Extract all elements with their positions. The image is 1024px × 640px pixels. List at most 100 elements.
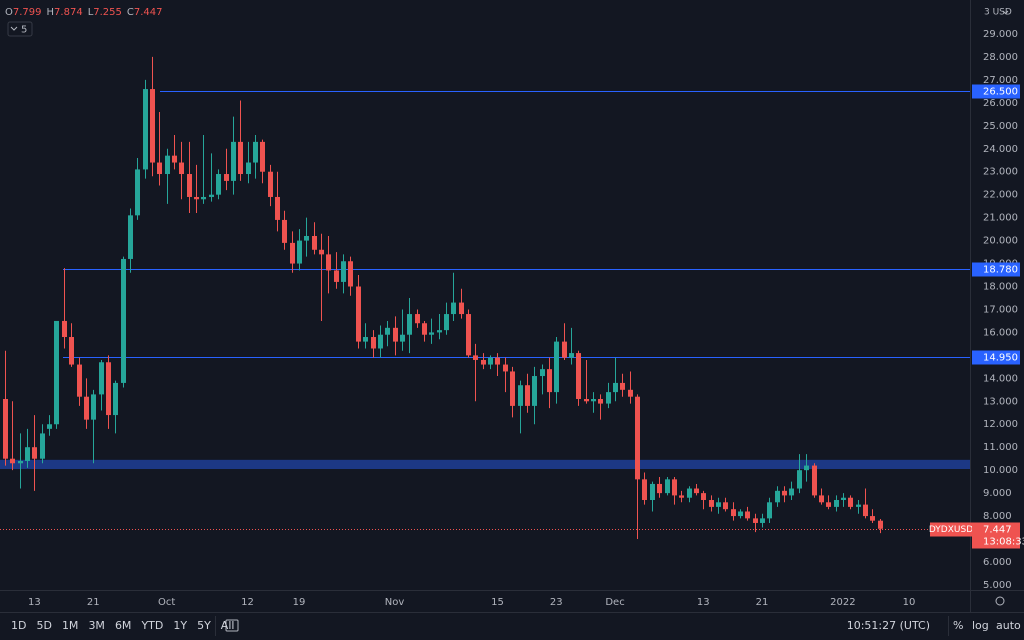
ohlc-value: 7.447	[134, 7, 163, 18]
candle-body	[518, 385, 523, 406]
x-tick-label: Oct	[158, 597, 175, 608]
x-tick-label: 21	[756, 597, 769, 608]
indicator-count[interactable]: 5	[21, 25, 27, 36]
candle-body	[642, 479, 647, 501]
timeframe-button[interactable]: 1M	[62, 619, 79, 632]
candle-body	[121, 258, 126, 383]
timeframe-button[interactable]: 5Y	[197, 619, 211, 632]
candle-body	[679, 495, 684, 498]
ohlc-key: L	[88, 7, 94, 18]
candle-body	[143, 89, 148, 170]
level-price-box	[972, 350, 1020, 365]
candle-body	[547, 369, 552, 393]
currency-selector[interactable]: 3 USD	[984, 8, 1012, 18]
scale-button[interactable]: %	[953, 619, 963, 632]
candle-body	[187, 174, 192, 197]
candle-body	[606, 392, 611, 404]
candle-body	[429, 332, 434, 335]
candle-body	[444, 314, 449, 331]
x-tick-label: 2022	[830, 597, 855, 608]
candle-body	[789, 488, 794, 496]
candle-body	[525, 385, 530, 406]
candle-body	[598, 398, 603, 404]
candle-body	[576, 353, 581, 399]
candle-body	[767, 502, 772, 519]
candle-body	[826, 502, 831, 507]
last-price-label: 7.447	[983, 525, 1012, 536]
candle-body	[246, 162, 251, 175]
candle-body	[304, 236, 309, 241]
scale-button[interactable]: auto	[996, 619, 1021, 632]
y-tick-label: 17.000	[983, 304, 1018, 315]
date-range-icon[interactable]	[225, 619, 239, 632]
candle-body	[385, 327, 390, 335]
x-tick-label: Dec	[605, 597, 624, 608]
candle-body	[672, 479, 677, 496]
timeframe-button[interactable]: All	[221, 619, 235, 632]
candle-body	[745, 511, 750, 519]
candle-body	[451, 302, 456, 315]
timeframe-button[interactable]: 1D	[11, 619, 26, 632]
candle-body	[701, 493, 706, 501]
candle-body	[231, 141, 236, 181]
candle-body	[878, 520, 883, 529]
clock: 10:51:27 (UTC)	[847, 619, 930, 632]
timeframe-button[interactable]: YTD	[140, 619, 163, 632]
x-tick-label: 13	[28, 597, 41, 608]
candle-body	[620, 382, 625, 390]
candle-body	[290, 242, 295, 264]
candle-body	[687, 488, 692, 498]
candle-body	[437, 330, 442, 333]
timeframe-button[interactable]: 3M	[88, 619, 105, 632]
candle-body	[216, 174, 221, 195]
candle-body	[709, 500, 714, 507]
candle-body	[113, 382, 118, 416]
candle-body	[312, 236, 317, 250]
x-tick-label: 21	[87, 597, 100, 608]
y-tick-label: 11.000	[983, 442, 1018, 453]
candle-body	[150, 89, 155, 163]
y-tick-label: 18.000	[983, 282, 1018, 293]
candle-body	[91, 394, 96, 420]
indicator-toggle[interactable]	[7, 21, 33, 37]
y-tick-label: 14.000	[983, 373, 1018, 384]
x-tick-label: 10	[903, 597, 916, 608]
support-zone	[0, 459, 970, 470]
x-tick-label: 15	[491, 597, 504, 608]
candle-body	[157, 162, 162, 175]
candle-body	[812, 465, 817, 496]
candle-body	[341, 261, 346, 282]
y-tick-label: 13.000	[983, 396, 1018, 407]
candle-body	[863, 504, 868, 517]
candle-body	[782, 490, 787, 496]
candle-body	[135, 169, 140, 216]
candle-body	[99, 362, 104, 395]
level-price-label: 14.950	[983, 353, 1018, 364]
candle-body	[804, 465, 809, 471]
y-tick-label: 28.000	[983, 52, 1018, 63]
candle-body	[319, 249, 324, 255]
candle-body	[473, 355, 478, 360]
candle-body	[459, 302, 464, 315]
x-tick-label: 23	[550, 597, 563, 608]
timeframe-button[interactable]: 5D	[36, 619, 51, 632]
candle-body	[650, 483, 655, 501]
candle-body	[819, 495, 824, 503]
candle-body	[591, 398, 596, 402]
candle-body	[32, 447, 37, 459]
candle-body	[40, 433, 45, 459]
timeframe-button[interactable]: 1Y	[173, 619, 187, 632]
timeframe-button[interactable]: 6M	[115, 619, 132, 632]
scale-button[interactable]: log	[972, 619, 989, 632]
ohlc-value: 7.255	[93, 7, 122, 18]
settings-icon[interactable]	[995, 596, 1005, 606]
y-tick-label: 26.000	[983, 98, 1018, 109]
chevron-icon	[10, 26, 18, 31]
candle-body	[738, 511, 743, 517]
y-tick-label: 21.000	[983, 213, 1018, 224]
symbol-box	[930, 522, 972, 537]
candle-body	[753, 518, 758, 523]
candle-body	[179, 162, 184, 175]
y-tick-label: 25.000	[983, 121, 1018, 132]
candle-body	[723, 502, 728, 510]
